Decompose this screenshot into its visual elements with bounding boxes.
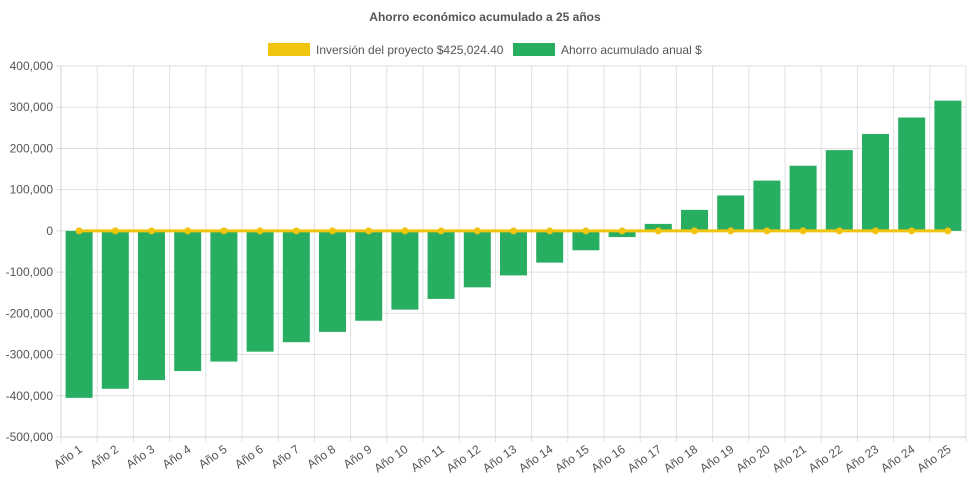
x-tick-label: Año 18 [661, 442, 700, 475]
x-tick-label: Año 15 [552, 442, 591, 475]
y-tick-label: 100,000 [10, 183, 54, 197]
investment-point-23[interactable] [872, 227, 879, 235]
x-tick-label: Año 5 [196, 442, 230, 472]
bar-8[interactable] [319, 230, 346, 332]
x-tick-label: Año 22 [806, 442, 845, 475]
bar-5[interactable] [210, 230, 238, 362]
y-tick-label: -100,000 [6, 265, 54, 279]
investment-point-14[interactable] [546, 227, 554, 235]
x-tick-label: Año 2 [87, 442, 121, 472]
legend: Inversión del proyecto $425,024.40 Ahorr… [268, 43, 702, 57]
bar-12[interactable] [463, 230, 491, 288]
bar-22[interactable] [825, 150, 853, 231]
bar-15[interactable] [572, 230, 600, 251]
x-tick-label: Año 13 [480, 442, 519, 475]
investment-point-3[interactable] [148, 227, 155, 235]
y-tick-label: 0 [46, 224, 53, 238]
x-tick-label: Año 3 [124, 442, 158, 472]
bar-25[interactable] [934, 100, 962, 231]
bar-4[interactable] [174, 230, 202, 372]
x-tick-label: Año 7 [268, 442, 302, 472]
legend-swatch-investment[interactable] [268, 43, 310, 56]
bar-6[interactable] [246, 230, 274, 352]
x-tick-label: Año 23 [842, 442, 881, 475]
investment-point-1[interactable] [75, 227, 83, 235]
investment-point-17[interactable] [654, 227, 662, 235]
investment-point-2[interactable] [111, 227, 119, 235]
investment-point-20[interactable] [763, 227, 771, 235]
investment-point-18[interactable] [691, 227, 698, 235]
x-tick-label: Año 8 [305, 442, 339, 472]
investment-point-11[interactable] [437, 227, 445, 235]
y-axis: 400,000 300,000 200,000 100,000 0 -100,000 -20… [6, 59, 62, 444]
bar-18[interactable] [681, 209, 708, 231]
y-tick-label: 300,000 [10, 100, 54, 114]
y-tick-label: -200,000 [6, 306, 54, 320]
bar-17[interactable] [644, 223, 672, 231]
investment-point-8[interactable] [329, 227, 336, 235]
line-series [75, 227, 952, 235]
investment-point-6[interactable] [256, 227, 264, 235]
y-tick-label: -400,000 [6, 389, 54, 403]
bar-3[interactable] [138, 230, 165, 381]
y-tick-label: 400,000 [10, 59, 54, 73]
bar-10[interactable] [391, 230, 419, 310]
bar-7[interactable] [282, 230, 310, 343]
bar-21[interactable] [789, 165, 817, 231]
bar-19[interactable] [717, 195, 745, 231]
x-tick-label: Año 17 [625, 442, 664, 475]
x-tick-label: Año 25 [914, 442, 953, 475]
bar-13[interactable] [500, 230, 527, 276]
bar-series [65, 100, 962, 398]
investment-point-7[interactable] [292, 227, 300, 235]
x-tick-label: Año 10 [371, 442, 410, 475]
investment-point-22[interactable] [835, 227, 843, 235]
y-tick-label: -500,000 [6, 430, 54, 444]
x-tick-label: Año 9 [341, 442, 375, 472]
investment-point-9[interactable] [365, 227, 373, 235]
legend-swatch-savings[interactable] [513, 43, 555, 56]
legend-label-investment[interactable]: Inversión del proyecto $425,024.40 [316, 43, 504, 57]
x-tick-label: Año 19 [697, 442, 736, 475]
investment-point-25[interactable] [944, 227, 952, 235]
x-tick-label: Año 14 [516, 442, 555, 475]
x-tick-label: Año 6 [232, 442, 266, 472]
investment-point-4[interactable] [184, 227, 192, 235]
bar-1[interactable] [65, 230, 93, 398]
investment-point-10[interactable] [401, 227, 409, 235]
investment-point-15[interactable] [582, 227, 590, 235]
x-tick-label: Año 24 [878, 442, 917, 475]
bar-2[interactable] [101, 230, 129, 389]
legend-label-savings[interactable]: Ahorro acumulado anual $ [561, 43, 702, 57]
y-tick-label: -300,000 [6, 348, 54, 362]
chart-title: Ahorro económico acumulado a 25 años [369, 10, 601, 24]
bar-14[interactable] [536, 230, 564, 263]
x-tick-label: Año 4 [160, 442, 194, 472]
investment-point-5[interactable] [220, 227, 228, 235]
x-tick-label: Año 21 [770, 442, 809, 475]
x-tick-label: Año 12 [444, 442, 483, 475]
x-tick-label: Año 11 [408, 442, 447, 475]
x-axis: Año 1 Año 2 Año 3 Año 4 Año 5 Año 6 Año 7 Año 8… [51, 436, 966, 475]
bar-9[interactable] [355, 230, 383, 321]
bar-11[interactable] [427, 230, 455, 299]
x-tick-label: Año 20 [733, 442, 772, 475]
investment-point-13[interactable] [510, 227, 517, 235]
investment-point-24[interactable] [908, 227, 916, 235]
grid-lines [56, 65, 967, 442]
investment-point-19[interactable] [727, 227, 735, 235]
y-tick-label: 200,000 [10, 141, 54, 155]
bar-23[interactable] [862, 134, 889, 231]
bar-20[interactable] [753, 180, 781, 231]
x-tick-label: Año 16 [589, 442, 628, 475]
investment-point-16[interactable] [618, 227, 626, 235]
investment-point-21[interactable] [799, 227, 807, 235]
x-tick-label: Año 1 [51, 442, 85, 472]
bar-24[interactable] [898, 117, 926, 231]
investment-point-12[interactable] [473, 227, 481, 235]
